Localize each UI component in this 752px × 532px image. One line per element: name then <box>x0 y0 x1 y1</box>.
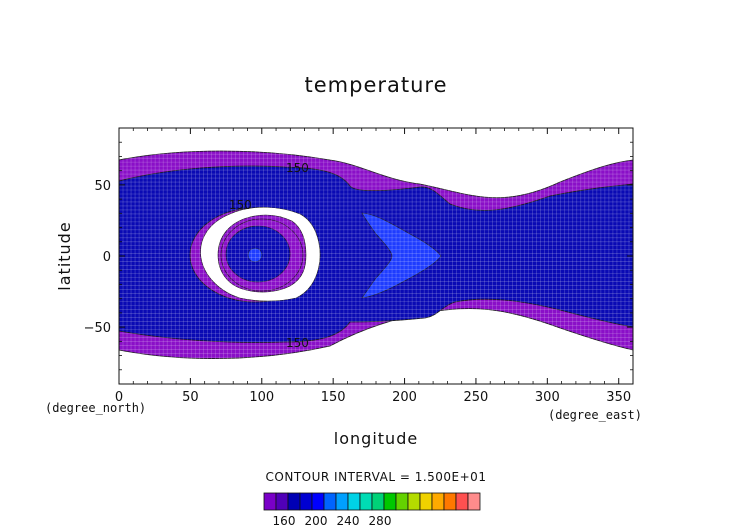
colorbar-cell <box>311 492 325 511</box>
x-axis-ticks: 0 50 100 150 200 250 300 350 <box>115 128 631 405</box>
colorbar-cell <box>383 492 397 511</box>
y-tick-label: 50 <box>94 179 111 194</box>
contour-fill-light-blue <box>361 212 442 299</box>
x-axis-label: longitude <box>334 429 418 448</box>
contour-fill-white-ring <box>200 206 321 302</box>
contour-label: 150 <box>229 198 252 212</box>
colorbar-cell <box>419 492 433 511</box>
x-tick-label: 150 <box>321 390 346 405</box>
colorbar-cell <box>431 492 445 511</box>
colorbar-cell <box>467 492 481 511</box>
contour-label: 150 <box>286 161 309 175</box>
x-tick-label: 250 <box>464 390 489 405</box>
x-axis-units: (degree_east) <box>548 408 642 422</box>
colorbar-tick-label: 160 <box>273 514 296 528</box>
colorbar-cell <box>443 492 457 511</box>
colorbar-cell <box>359 492 373 511</box>
plot-area <box>119 128 633 384</box>
x-tick-label: 50 <box>182 390 199 405</box>
x-tick-label: 200 <box>392 390 417 405</box>
contour-fill-spot-center <box>247 247 263 263</box>
colorbar-cell <box>455 492 469 511</box>
colorbar-cell <box>263 492 277 511</box>
x-tick-label: 100 <box>249 390 274 405</box>
colorbar-cell <box>407 492 421 511</box>
x-tick-label: 0 <box>115 390 123 405</box>
y-axis-units: (degree_north) <box>45 401 146 415</box>
y-tick-label: 0 <box>103 250 111 265</box>
colorbar-cell <box>395 492 409 511</box>
colorbar-cell <box>299 492 313 511</box>
x-tick-label: 300 <box>535 390 560 405</box>
colorbar-cell <box>371 492 385 511</box>
colorbar-cell <box>287 492 301 511</box>
x-tick-label: 350 <box>606 390 631 405</box>
colorbar-cell <box>323 492 337 511</box>
chart-title: temperature <box>305 73 448 97</box>
colorbar-cell <box>275 492 289 511</box>
contour-interval-text: CONTOUR INTERVAL = 1.500E+01 <box>266 470 487 484</box>
y-tick-label: −50 <box>84 321 111 336</box>
y-axis-ticks: 50 0 −50 <box>84 141 633 371</box>
colorbar-tick-label: 240 <box>337 514 360 528</box>
contour-labels: 150 150 150 <box>229 161 309 350</box>
colorbar-tick-labels: 160 200 240 280 <box>273 514 392 528</box>
colorbar <box>263 492 481 511</box>
y-axis-label: latitude <box>55 221 74 290</box>
colorbar-cell <box>335 492 349 511</box>
contour-label: 150 <box>286 336 309 350</box>
colorbar-cell <box>347 492 361 511</box>
colorbar-tick-label: 280 <box>369 514 392 528</box>
colorbar-tick-label: 200 <box>305 514 328 528</box>
